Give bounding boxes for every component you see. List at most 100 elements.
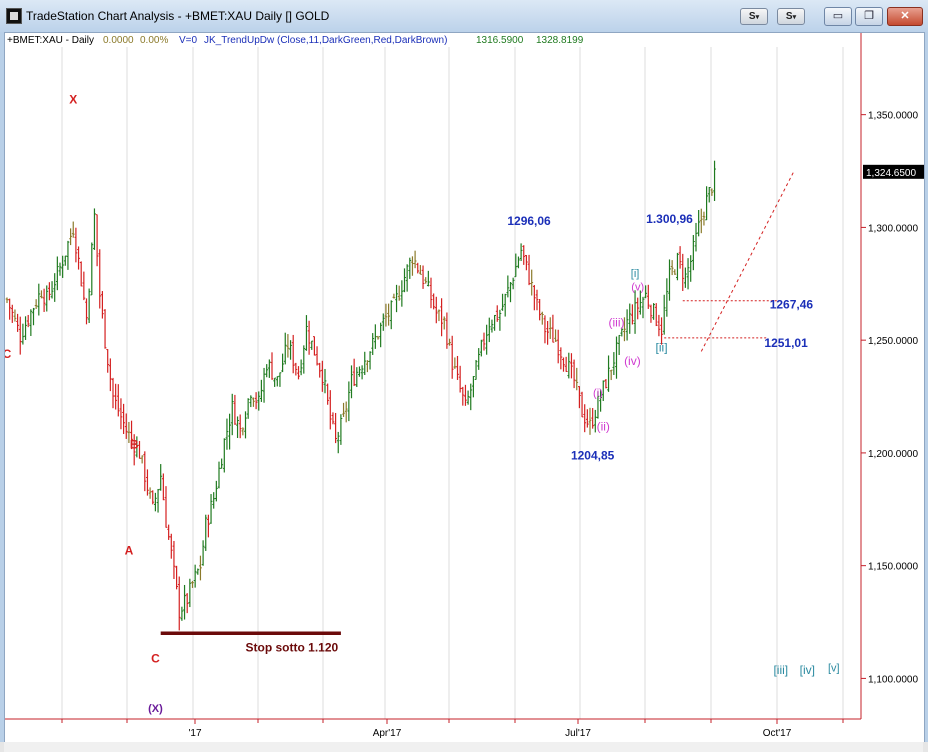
price-bar <box>116 384 120 417</box>
price-bar <box>101 291 104 319</box>
annotation-6: 1204,85 <box>571 449 615 463</box>
x-tick-label-1: Apr'17 <box>373 728 402 739</box>
symbol-link-button-2[interactable]: S▾ <box>777 8 805 25</box>
price-bar <box>350 365 353 399</box>
price-bar <box>702 211 706 226</box>
symbol-link-button-1[interactable]: S▾ <box>740 8 768 25</box>
status-bar <box>0 742 928 752</box>
x-tick-label-3: Oct'17 <box>763 728 792 739</box>
price-bar <box>161 473 165 501</box>
price-bar <box>405 264 409 292</box>
price-bars <box>5 160 716 631</box>
price-bar <box>522 245 526 265</box>
price-bar <box>159 464 163 491</box>
price-bar <box>384 303 388 327</box>
price-bar <box>191 580 194 588</box>
price-bar <box>681 253 685 291</box>
price-bar <box>291 334 295 374</box>
price-bar <box>532 285 536 311</box>
price-bar <box>366 360 369 373</box>
chart-area[interactable]: X B A C (X) 1296,06 1204,85 1.300,96 1267,46 1251… <box>3 32 925 744</box>
price-bar <box>548 317 552 339</box>
header-indicator: JK_TrendUpDw (Close,11,DarkGreen,Red,Dar… <box>204 35 447 46</box>
price-bar <box>551 314 555 343</box>
price-bar <box>185 593 189 614</box>
annotation-0: X <box>69 92 77 106</box>
price-bar <box>424 277 428 284</box>
price-bar <box>297 366 300 380</box>
price-bar <box>445 312 449 349</box>
price-bar <box>103 309 107 349</box>
price-bar <box>262 367 266 403</box>
price-bar <box>95 214 99 267</box>
price-bar <box>334 412 337 444</box>
header-change-pct: 0.00% <box>140 35 168 46</box>
price-bar <box>392 293 396 299</box>
annotation-17: [iii] <box>773 663 788 677</box>
price-bar <box>352 358 356 387</box>
price-bar <box>146 469 149 496</box>
price-bar <box>509 282 512 303</box>
price-bar <box>180 606 184 621</box>
price-bar <box>686 258 690 290</box>
price-bar <box>294 362 298 376</box>
horizontal-scrollbar[interactable] <box>4 742 923 752</box>
price-chart[interactable]: X B A C (X) 1296,06 1204,85 1.300,96 1267,46 1251… <box>3 33 925 743</box>
price-bar <box>599 389 602 412</box>
price-bar <box>299 359 303 376</box>
price-bar <box>339 414 343 445</box>
price-bar <box>588 407 592 435</box>
price-bar <box>442 316 446 330</box>
price-bar <box>493 314 496 331</box>
price-bar <box>670 260 674 276</box>
y-tick-label-2: 1,250.0000 <box>868 336 918 347</box>
price-bar <box>453 357 457 369</box>
chart-header: +BMET:XAU - Daily 0.0000 0.00% V=0 JK_Tr… <box>7 35 584 46</box>
annotation-14: (iv) <box>624 354 641 368</box>
y-tick-label-1: 1,300.0000 <box>868 223 918 234</box>
price-bar <box>24 316 27 340</box>
price-bar <box>575 367 579 391</box>
price-bar <box>320 360 324 392</box>
grid <box>61 47 844 719</box>
price-bar <box>85 298 88 325</box>
price-bar <box>477 348 481 370</box>
price-bar <box>26 314 30 328</box>
price-bar <box>479 339 483 357</box>
restore-button[interactable]: ❐ <box>855 7 883 26</box>
price-bar <box>397 285 401 301</box>
price-bar <box>503 293 507 317</box>
price-bar <box>615 336 618 379</box>
price-bar <box>697 209 701 237</box>
price-bar <box>61 255 65 278</box>
price-bar <box>154 492 157 512</box>
annotation-2: A <box>125 543 134 557</box>
price-bar <box>583 404 587 433</box>
price-bar <box>69 228 72 246</box>
price-bar <box>572 359 576 389</box>
price-bar <box>37 283 41 316</box>
price-bar <box>10 304 14 323</box>
price-bar <box>437 309 441 322</box>
price-bar <box>363 351 367 376</box>
price-bar <box>8 298 12 320</box>
price-bar <box>283 332 287 365</box>
close-button[interactable]: ✕ <box>887 7 923 26</box>
price-bar <box>286 334 290 358</box>
app-icon <box>6 8 22 24</box>
annotation-4: (X) <box>148 703 163 715</box>
price-bar <box>646 284 650 309</box>
price-bar <box>644 285 648 299</box>
minimize-button[interactable]: ▭ <box>824 7 852 26</box>
price-bar <box>275 376 279 387</box>
price-bar <box>543 315 547 344</box>
price-bar <box>82 271 86 301</box>
price-bar <box>601 380 605 402</box>
price-bar <box>169 533 173 559</box>
price-bar <box>326 383 330 405</box>
price-bar <box>625 309 629 341</box>
price-bar <box>519 243 523 262</box>
price-bar <box>222 438 226 473</box>
price-bar <box>657 314 661 337</box>
price-bar <box>132 434 136 466</box>
